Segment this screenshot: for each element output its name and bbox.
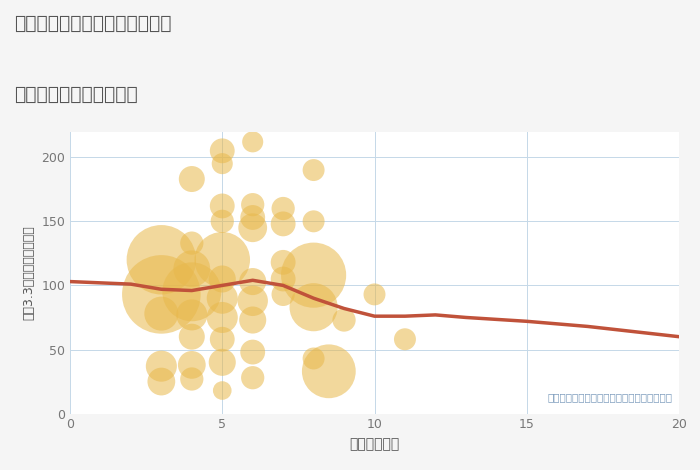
Point bbox=[186, 239, 197, 247]
Text: 駅距離別中古戸建て価格: 駅距離別中古戸建て価格 bbox=[14, 85, 138, 103]
Point bbox=[186, 265, 197, 273]
Point bbox=[156, 290, 167, 298]
Point bbox=[186, 361, 197, 368]
Point bbox=[217, 147, 228, 155]
Point bbox=[217, 256, 228, 264]
Point bbox=[339, 316, 350, 324]
Point bbox=[247, 316, 258, 324]
Point bbox=[277, 290, 289, 298]
Y-axis label: 坪（3.3㎡）単価（万円）: 坪（3.3㎡）単価（万円） bbox=[22, 225, 36, 320]
Point bbox=[156, 310, 167, 317]
Point bbox=[217, 295, 228, 302]
Point bbox=[217, 160, 228, 167]
Text: 大阪府大阪市都島区都島北通の: 大阪府大阪市都島区都島北通の bbox=[14, 14, 172, 33]
Point bbox=[186, 288, 197, 296]
Point bbox=[186, 375, 197, 383]
X-axis label: 駅距離（分）: 駅距離（分） bbox=[349, 437, 400, 451]
Point bbox=[217, 387, 228, 394]
Point bbox=[399, 336, 410, 343]
Point bbox=[217, 275, 228, 283]
Point bbox=[308, 166, 319, 174]
Point bbox=[217, 218, 228, 225]
Point bbox=[156, 362, 167, 370]
Point bbox=[217, 359, 228, 366]
Point bbox=[323, 368, 335, 375]
Point bbox=[247, 278, 258, 285]
Point bbox=[217, 202, 228, 210]
Point bbox=[277, 220, 289, 227]
Text: 円の大きさは、取引のあった物件面積を示す: 円の大きさは、取引のあった物件面積を示す bbox=[548, 392, 673, 402]
Point bbox=[186, 333, 197, 340]
Point bbox=[247, 297, 258, 305]
Point bbox=[247, 201, 258, 208]
Point bbox=[247, 224, 258, 232]
Point bbox=[277, 275, 289, 283]
Point bbox=[217, 313, 228, 321]
Point bbox=[308, 355, 319, 362]
Point bbox=[156, 378, 167, 385]
Point bbox=[186, 175, 197, 183]
Point bbox=[247, 348, 258, 356]
Point bbox=[247, 138, 258, 146]
Point bbox=[156, 256, 167, 264]
Point bbox=[369, 290, 380, 298]
Point bbox=[277, 258, 289, 266]
Point bbox=[308, 218, 319, 225]
Point bbox=[247, 374, 258, 382]
Point bbox=[217, 336, 228, 343]
Point bbox=[186, 311, 197, 319]
Point bbox=[308, 304, 319, 311]
Point bbox=[308, 271, 319, 279]
Point bbox=[247, 214, 258, 221]
Point bbox=[277, 205, 289, 212]
